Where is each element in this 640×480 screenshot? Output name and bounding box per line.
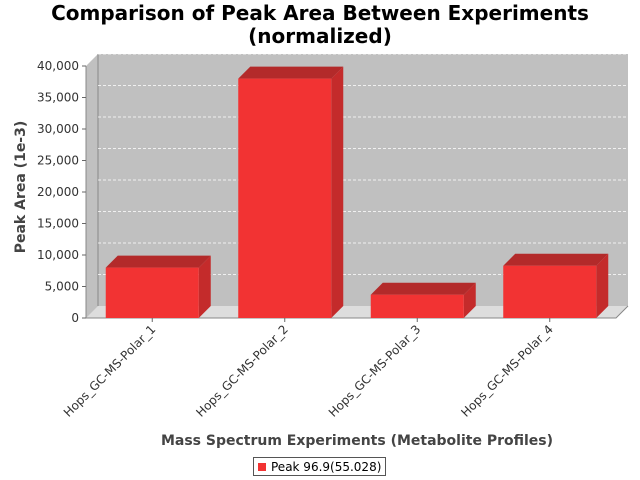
legend-swatch	[258, 462, 266, 471]
y-tick-label: 35,000	[37, 91, 79, 105]
bar-side	[596, 253, 609, 318]
bar-top	[238, 66, 344, 79]
y-axis: 0 5,000 10,000 15,000 20,000 25,000 30,000 35,0…	[37, 59, 86, 325]
bar-top	[370, 282, 476, 295]
y-tick-label: 20,000	[37, 185, 79, 199]
y-tick-label: 10,000	[37, 248, 79, 262]
x-tick-label: Hops_GC-MS-Polar_1	[61, 322, 159, 420]
bar-side	[331, 66, 344, 318]
grid-lines	[98, 53, 628, 275]
bar-top	[105, 255, 211, 268]
plot-area	[85, 54, 629, 319]
bar-side	[198, 255, 211, 318]
x-tick-label: Hops_GC-MS-Polar_3	[326, 322, 424, 420]
y-tick-label: 40,000	[37, 59, 79, 73]
x-tick-label: Hops_GC-MS-Polar_4	[458, 322, 556, 420]
plot-background	[86, 54, 628, 318]
x-tick-label: Hops_GC-MS-Polar_2	[193, 322, 291, 420]
bar-front	[503, 265, 597, 318]
bar-front	[370, 294, 464, 318]
y-tick-label: 30,000	[37, 122, 79, 136]
y-axis-title: Peak Area (1e-3)	[13, 121, 29, 254]
y-tick-label: 5,000	[45, 280, 79, 294]
bar-side	[463, 282, 476, 318]
legend: Peak 96.9(55.028)	[253, 457, 387, 476]
bar	[503, 253, 609, 318]
plot-floor	[86, 306, 628, 318]
legend-label: Peak 96.9(55.028)	[271, 459, 382, 474]
bar	[370, 282, 476, 318]
x-axis: Hops_GC-MS-Polar_1 Hops_GC-MS-Polar_2 Hops…	[61, 318, 556, 420]
y-tick-label: 15,000	[37, 217, 79, 231]
y-tick-label: 0	[71, 311, 79, 325]
bar-top	[503, 253, 609, 266]
bar	[238, 66, 344, 318]
y-tick-label: 25,000	[37, 154, 79, 168]
bar	[105, 255, 211, 318]
bars-group	[105, 66, 609, 318]
chart-title: Comparison of Peak Area Between Experime…	[51, 1, 589, 48]
bar-front	[105, 267, 199, 318]
bar-front	[238, 78, 332, 318]
x-axis-title: Mass Spectrum Experiments (Metabolite Pr…	[161, 433, 553, 449]
